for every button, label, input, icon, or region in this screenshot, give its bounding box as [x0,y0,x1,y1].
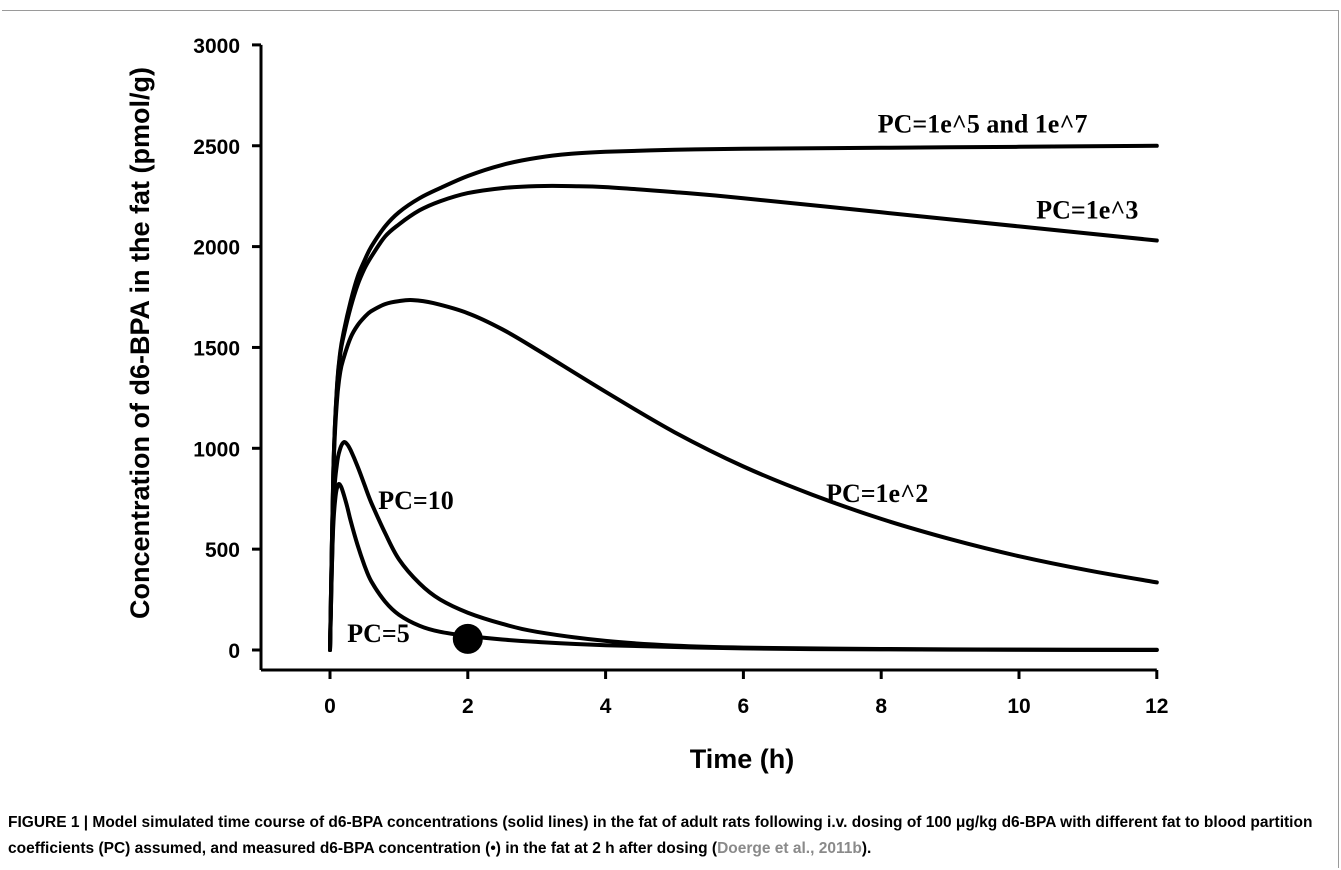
caption-end: ). [861,840,872,857]
series-line-4 [328,440,1159,652]
caption-reference-link[interactable]: Doerge et al., 2011b [717,840,862,857]
series-label-2: PC=1e^3 [1036,195,1138,224]
series-label-1: PC=1e^5 and 1e^7 [878,110,1088,139]
series-line-2 [328,183,1159,652]
y-tick-label: 3000 [193,35,240,58]
x-tick-label: 12 [1145,695,1168,718]
chart: 0 500 1000 1500 2000 2500 3000 0 2 4 6 8 10 12 PC=1e^… [125,35,1168,774]
y-tick-label: 500 [205,539,240,562]
x-tick-label: 10 [1007,695,1030,718]
y-tick-label: 2500 [193,136,240,159]
y-tick-label: 1000 [193,438,240,461]
x-tick-label: 2 [462,695,474,718]
x-tick-label: 0 [324,695,336,718]
caption-text: FIGURE 1 | Model simulated time course o… [8,814,1313,857]
series-line-3 [328,297,1159,652]
x-axis-label: Time (h) [690,744,795,774]
x-tick-label: 4 [600,695,612,718]
measured-points [452,623,483,654]
series-lines [328,143,1159,652]
series-labels: PC=1e^5 and 1e^7 PC=1e^3 PC=1e^2 PC=10 PC=5 [347,110,1138,648]
y-tick-label: 0 [228,640,240,663]
x-tick-label: 6 [738,695,750,718]
series-label-4: PC=10 [378,486,453,515]
series-label-5: PC=5 [347,619,409,648]
y-axis-label: Concentration of d6-BPA in the fat (pmol… [125,67,155,619]
axes: 0 500 1000 1500 2000 2500 3000 0 2 4 6 8 10 12 [193,35,1168,718]
series-label-3: PC=1e^2 [826,479,928,508]
y-tick-label: 2000 [193,237,240,260]
series-line-5 [328,481,1159,652]
y-tick-label: 1500 [193,337,240,360]
figure-caption: FIGURE 1 | Model simulated time course o… [8,810,1333,862]
measured-point [452,623,483,654]
series-line-1 [328,143,1159,652]
x-tick-label: 8 [875,695,887,718]
figure-frame [2,10,1339,868]
